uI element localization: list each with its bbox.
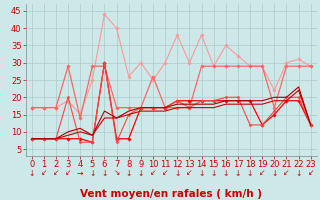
Text: ↓: ↓ [271, 168, 277, 178]
Text: ↓: ↓ [295, 168, 302, 178]
X-axis label: Vent moyen/en rafales ( km/h ): Vent moyen/en rafales ( km/h ) [80, 189, 262, 199]
Text: ↙: ↙ [186, 168, 193, 178]
Text: ↙: ↙ [308, 168, 314, 178]
Text: ↙: ↙ [41, 168, 47, 178]
Text: ↓: ↓ [247, 168, 253, 178]
Text: ↓: ↓ [125, 168, 132, 178]
Text: →: → [77, 168, 84, 178]
Text: ↙: ↙ [162, 168, 168, 178]
Text: ↙: ↙ [53, 168, 59, 178]
Text: ↓: ↓ [223, 168, 229, 178]
Text: ↓: ↓ [101, 168, 108, 178]
Text: ↙: ↙ [65, 168, 71, 178]
Text: ↓: ↓ [28, 168, 35, 178]
Text: ↓: ↓ [211, 168, 217, 178]
Text: ↙: ↙ [259, 168, 265, 178]
Text: ↓: ↓ [198, 168, 205, 178]
Text: ↓: ↓ [174, 168, 180, 178]
Text: ↘: ↘ [113, 168, 120, 178]
Text: ↓: ↓ [138, 168, 144, 178]
Text: ↓: ↓ [89, 168, 96, 178]
Text: ↓: ↓ [235, 168, 241, 178]
Text: ↙: ↙ [283, 168, 290, 178]
Text: ↙: ↙ [150, 168, 156, 178]
